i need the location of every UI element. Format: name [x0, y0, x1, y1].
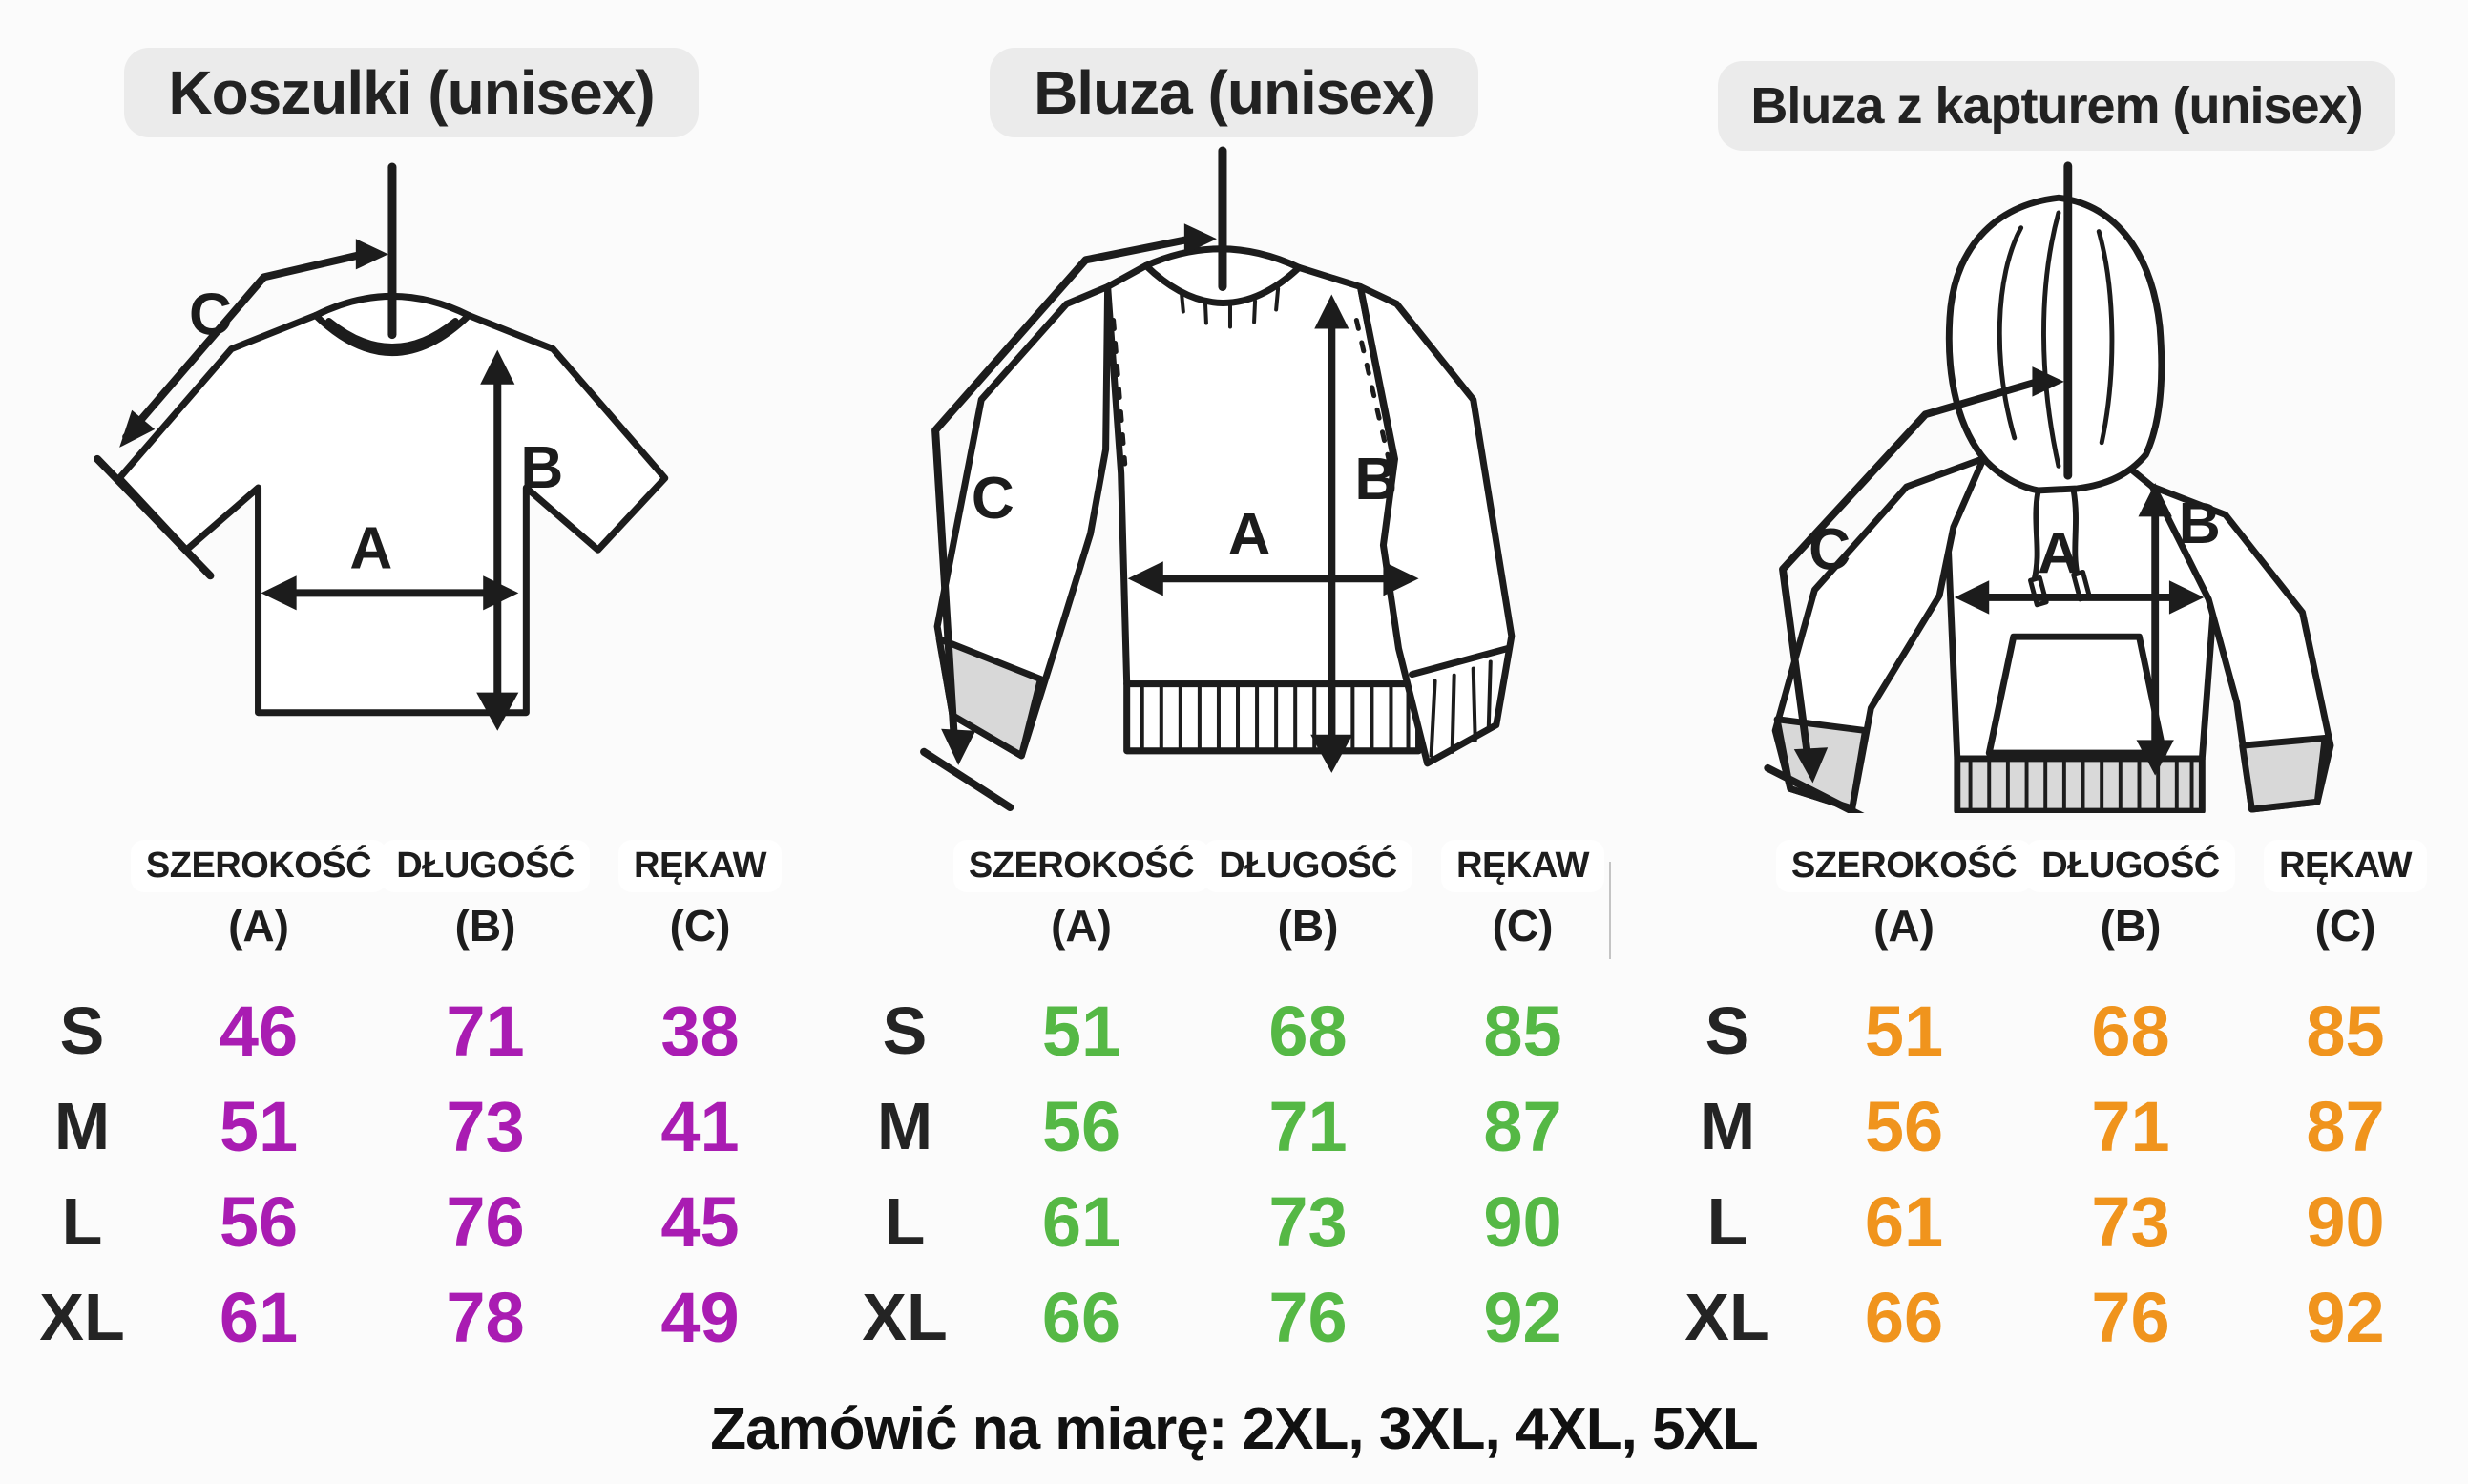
value-cell: 66 — [1864, 1277, 1944, 1357]
value-cell: 90 — [2306, 1181, 2385, 1262]
size-label: S — [1705, 993, 1750, 1068]
size-label: L — [884, 1184, 926, 1259]
product-title-sweatshirt: Bluza (unisex) — [990, 48, 1478, 137]
tables-divider — [1609, 862, 1611, 959]
value-cell: 68 — [2091, 991, 2170, 1071]
value-cell: 92 — [2306, 1277, 2385, 1357]
measure-label-a: A — [2038, 520, 2080, 585]
value-cell: 61 — [1041, 1181, 1121, 1262]
col-header-length: DŁUGOŚĆ (B) — [2026, 840, 2235, 983]
section-tshirt: Koszulki (unisex) — [0, 0, 823, 1484]
value-cell: 41 — [660, 1086, 740, 1166]
value-cell: 66 — [1041, 1277, 1121, 1357]
value-cell: 71 — [446, 991, 525, 1071]
tshirt-diagram: C A B — [63, 143, 760, 813]
col-header-width: SZEROKOŚĆ (A) — [130, 840, 387, 983]
value-cell: 51 — [1041, 991, 1121, 1071]
value-cell: 73 — [1268, 1181, 1348, 1262]
col-header-sleeve: RĘKAW (C) — [1441, 840, 1604, 983]
sweatshirt-drawing: C A B — [920, 146, 1516, 811]
value-cell: 76 — [2091, 1277, 2170, 1357]
value-cell: 90 — [1483, 1181, 1562, 1262]
measure-label-b: B — [2179, 491, 2221, 555]
value-cell: 87 — [1483, 1086, 1562, 1166]
col-header-sleeve: RĘKAW (C) — [2264, 840, 2427, 983]
hoodie-drawing: C A B — [1764, 161, 2334, 813]
value-cell: 38 — [660, 991, 740, 1071]
size-label: M — [1699, 1089, 1756, 1163]
measure-arrowheads — [119, 239, 519, 731]
value-cell: 46 — [219, 991, 299, 1071]
value-cell: 85 — [2306, 991, 2385, 1071]
col-header-width: SZEROKOŚĆ (A) — [952, 840, 1210, 983]
size-label: XL — [1684, 1280, 1770, 1354]
value-cell: 71 — [1268, 1086, 1348, 1166]
value-cell: 73 — [446, 1086, 525, 1166]
section-hoodie: Bluza z kapturem (unisex) — [1645, 0, 2468, 1484]
value-cell: 78 — [446, 1277, 525, 1357]
size-label: XL — [862, 1280, 948, 1354]
value-cell: 56 — [1864, 1086, 1944, 1166]
measure-arrowheads — [941, 223, 1419, 773]
size-label: M — [53, 1089, 111, 1163]
size-label: XL — [39, 1280, 125, 1354]
size-label: S — [59, 993, 105, 1068]
col-header-sleeve: RĘKAW (C) — [618, 840, 782, 983]
measure-label-b: B — [1354, 447, 1397, 512]
sweatshirt-diagram: C A B — [886, 143, 1582, 813]
size-label: M — [876, 1089, 933, 1163]
value-cell: 51 — [219, 1086, 299, 1166]
hoodie-diagram: C A B — [1708, 157, 2405, 813]
measure-label-a: A — [349, 515, 392, 581]
value-cell: 71 — [2091, 1086, 2170, 1166]
size-label: L — [1706, 1184, 1748, 1259]
value-cell: 56 — [1041, 1086, 1121, 1166]
col-header-length: DŁUGOŚĆ (B) — [381, 840, 590, 983]
section-sweatshirt: Bluza (unisex) — [823, 0, 1645, 1484]
value-cell: 56 — [219, 1181, 299, 1262]
value-cell: 73 — [2091, 1181, 2170, 1262]
size-label: S — [882, 993, 928, 1068]
measure-label-b: B — [520, 435, 563, 501]
col-header-width: SZEROKOŚĆ (A) — [1775, 840, 2033, 983]
value-cell: 76 — [1268, 1277, 1348, 1357]
value-cell: 45 — [660, 1181, 740, 1262]
value-cell: 85 — [1483, 991, 1562, 1071]
custom-size-note: Zamówić na miarę: 2XL, 3XL, 4XL, 5XL — [710, 1396, 1759, 1462]
value-cell: 49 — [660, 1277, 740, 1357]
size-table-sweatshirt: SZEROKOŚĆ (A) DŁUGOŚĆ (B) RĘKAW (C) S 51… — [843, 840, 1625, 1365]
value-cell: 61 — [219, 1277, 299, 1357]
measure-label-c: C — [972, 466, 1014, 532]
value-cell: 51 — [1864, 991, 1944, 1071]
tshirt-drawing: C A B — [94, 162, 669, 731]
product-title-tshirt: Koszulki (unisex) — [124, 48, 699, 137]
size-table-tshirt: SZEROKOŚĆ (A) DŁUGOŚĆ (B) RĘKAW (C) S 46… — [20, 840, 803, 1365]
measure-label-c: C — [189, 282, 232, 348]
product-title-hoodie: Bluza z kapturem (unisex) — [1718, 61, 2395, 151]
value-cell: 76 — [446, 1181, 525, 1262]
measure-label-c: C — [1809, 516, 1851, 581]
size-table-hoodie: SZEROKOŚĆ (A) DŁUGOŚĆ (B) RĘKAW (C) S 51… — [1665, 840, 2448, 1365]
value-cell: 61 — [1864, 1181, 1944, 1262]
measure-label-a: A — [1228, 502, 1271, 568]
measure-arrowheads — [1793, 366, 2205, 784]
col-header-length: DŁUGOŚĆ (B) — [1203, 840, 1412, 983]
value-cell: 68 — [1268, 991, 1348, 1071]
value-cell: 92 — [1483, 1277, 1562, 1357]
size-label: L — [61, 1184, 103, 1259]
value-cell: 87 — [2306, 1086, 2385, 1166]
